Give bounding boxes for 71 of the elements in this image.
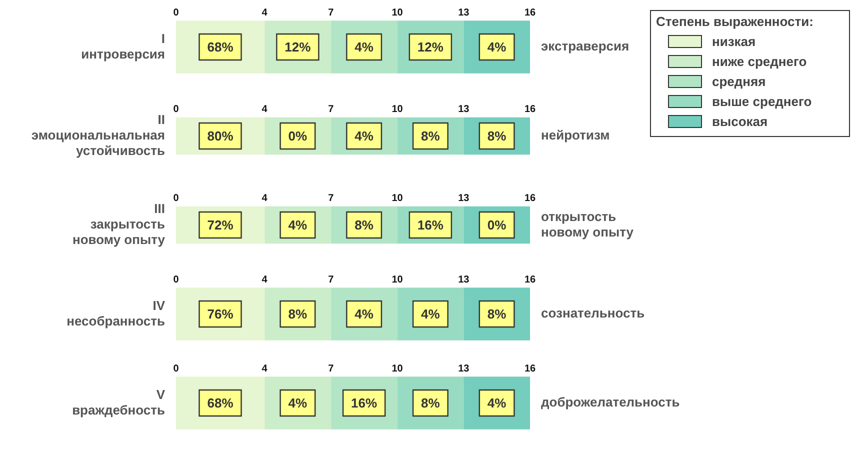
annotation: 12%	[284, 40, 312, 55]
x-tick-label: 7	[328, 7, 334, 18]
x-tick-label: 13	[458, 104, 470, 116]
annotation: 4%	[487, 396, 507, 411]
annotation: 8%	[487, 306, 507, 322]
legend-label: средняя	[712, 74, 766, 88]
annotation: 4%	[354, 40, 374, 55]
annotation: 8%	[354, 218, 374, 233]
y-tick-label: V враждебность	[72, 386, 166, 418]
x-tick-label: 7	[328, 193, 334, 204]
annotation: 0%	[487, 218, 507, 233]
annotation: 4%	[354, 306, 374, 322]
annotation: 16%	[351, 396, 378, 411]
x-tick-label: 7	[328, 274, 334, 286]
y-tick-label: I интроверсия	[81, 30, 165, 62]
annotation: 4%	[354, 128, 374, 144]
x-tick-label: 10	[392, 104, 404, 116]
y2-tick-label: открытость новому опыту	[541, 208, 634, 240]
x-tick-label: 16	[524, 363, 536, 374]
x-tick-label: 16	[524, 193, 536, 204]
y2-tick-label: сознательность	[541, 306, 645, 321]
x-tick-label: 13	[458, 274, 470, 286]
annotation: 12%	[417, 40, 444, 55]
legend-label: низкая	[712, 34, 756, 48]
legend-title: Степень выраженности:	[656, 14, 814, 29]
y-tick-label: III закрытость новому опыту	[72, 200, 166, 248]
annotation: 4%	[487, 40, 507, 55]
x-tick-label: 10	[392, 7, 404, 18]
annotation: 72%	[207, 218, 234, 233]
annotation: 0%	[288, 128, 308, 144]
annotation: 8%	[288, 306, 308, 322]
x-tick-label: 10	[392, 363, 404, 374]
x-tick-label: 4	[262, 7, 268, 18]
x-tick-label: 4	[262, 274, 268, 286]
annotation: 16%	[417, 218, 444, 233]
legend-label: высокая	[712, 114, 768, 128]
x-tick-label: 16	[524, 104, 536, 116]
x-tick-label: 10	[392, 274, 404, 286]
annotation: 8%	[421, 396, 440, 411]
x-tick-label: 4	[262, 104, 268, 116]
legend-label: выше среднего	[712, 94, 812, 108]
x-tick-label: 0	[173, 104, 180, 116]
x-tick-label: 16	[524, 274, 536, 286]
y-tick-label: IV несобранность	[66, 298, 166, 328]
annotation: 8%	[487, 128, 507, 144]
x-tick-label: 4	[262, 193, 268, 204]
x-tick-label: 16	[524, 7, 536, 18]
annotation: 76%	[207, 306, 234, 322]
y-tick-label: II эмоциональнальная устойчивость	[31, 112, 166, 158]
y2-tick-label: экстраверсия	[541, 38, 630, 54]
annotation: 4%	[288, 218, 308, 233]
annotation: 4%	[421, 306, 440, 322]
x-tick-label: 0	[173, 193, 180, 204]
x-tick-label: 13	[458, 7, 470, 18]
x-tick-label: 7	[328, 104, 334, 116]
y2-tick-label: нейротизм	[541, 128, 610, 143]
x-tick-label: 0	[173, 274, 180, 286]
annotation: 68%	[207, 40, 234, 55]
x-tick-label: 0	[173, 363, 180, 374]
x-tick-label: 13	[458, 363, 470, 374]
annotation: 4%	[288, 396, 308, 411]
x-tick-label: 13	[458, 193, 470, 204]
annotation: 68%	[207, 396, 234, 411]
x-tick-label: 0	[173, 7, 180, 18]
x-tick-label: 10	[392, 193, 404, 204]
legend-label: ниже среднего	[712, 54, 807, 68]
annotation: 80%	[207, 128, 234, 144]
x-tick-label: 4	[262, 363, 268, 374]
annotation: 8%	[421, 128, 440, 144]
x-tick-label: 7	[328, 363, 334, 374]
y2-tick-label: доброжелательность	[541, 394, 680, 410]
